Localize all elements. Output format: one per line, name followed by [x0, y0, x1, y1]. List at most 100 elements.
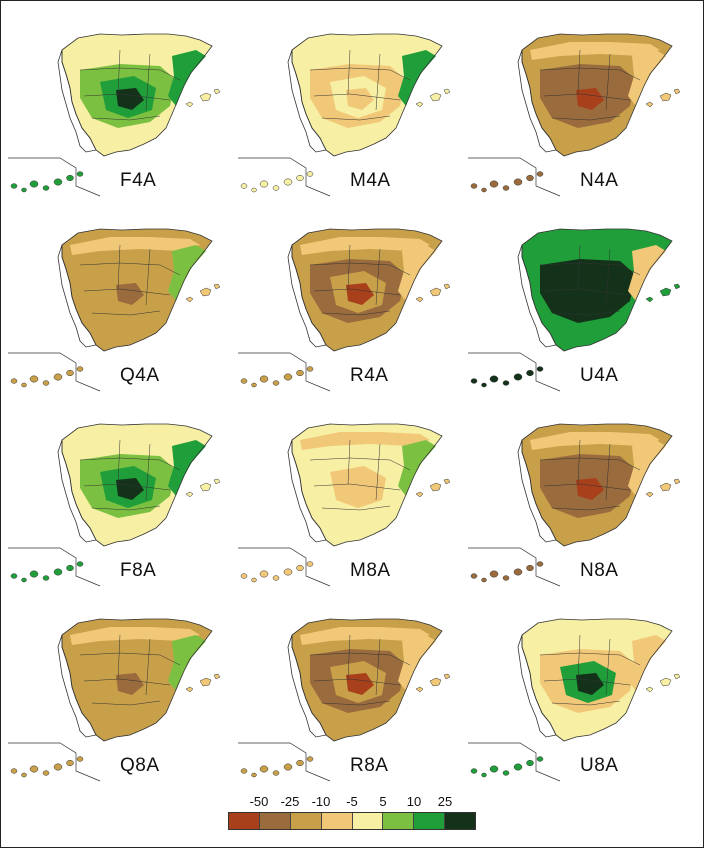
balearic-island: [185, 296, 194, 303]
balearic-island: [673, 88, 681, 95]
basin-boundary: [605, 443, 611, 501]
basin-boundary: [79, 67, 181, 81]
basin-boundary: [551, 700, 621, 706]
balearic-island: [429, 287, 442, 297]
map-panel-label: N8A: [580, 560, 619, 581]
canary-island: [513, 373, 523, 381]
canary-island: [251, 772, 257, 778]
canary-island: [251, 577, 257, 583]
basin-boundary: [577, 439, 581, 485]
balearic-island: [199, 92, 212, 102]
canary-island: [489, 180, 499, 188]
canary-island: [21, 382, 27, 388]
basin-boundary: [321, 310, 391, 316]
canary-island: [272, 575, 280, 581]
country-outline: [287, 439, 327, 543]
map-region: [530, 42, 660, 60]
basin-boundary: [321, 700, 391, 706]
map-panel: F4A: [0, 10, 221, 206]
canary-island: [10, 573, 18, 579]
basin-boundary: [347, 49, 351, 95]
canary-island: [536, 561, 544, 567]
map-panel: U8A: [460, 595, 681, 791]
basin-boundary: [375, 53, 381, 111]
basin-boundary: [313, 288, 401, 296]
canary-island: [502, 575, 510, 581]
map-panel-label: U4A: [580, 365, 619, 386]
iberia-map: [8, 228, 221, 392]
canary-inset-border: [468, 547, 561, 587]
canary-island: [29, 765, 39, 773]
legend-tick-label: 5: [379, 794, 387, 809]
basin-boundary: [117, 634, 121, 680]
map-region: [346, 283, 374, 305]
basin-boundary: [539, 652, 641, 666]
basin-boundary: [375, 443, 381, 501]
canary-inset-border: [8, 157, 101, 197]
map-region: [576, 88, 604, 110]
canary-island: [513, 178, 523, 186]
basin-boundary: [347, 244, 351, 290]
canary-island: [296, 369, 304, 377]
canary-island: [240, 378, 248, 384]
balearic-island: [415, 491, 424, 498]
canary-island: [10, 378, 18, 384]
balearic-island: [645, 686, 654, 693]
balearic-island: [199, 482, 212, 492]
basin-boundary: [79, 457, 181, 471]
basin-boundary: [605, 53, 611, 111]
canary-island: [481, 382, 487, 388]
balearic-island: [429, 677, 442, 687]
basin-boundary: [309, 652, 411, 666]
canary-island: [502, 770, 510, 776]
canary-island: [251, 187, 257, 193]
country-outline: [57, 49, 97, 153]
basin-boundary: [551, 115, 621, 121]
balearic-island: [645, 296, 654, 303]
canary-island: [21, 772, 27, 778]
basin-boundary: [551, 310, 621, 316]
canary-island: [536, 756, 544, 762]
legend-swatch: [414, 813, 446, 829]
balearic-island: [213, 478, 221, 485]
basin-boundary: [117, 49, 121, 95]
canary-inset-border: [468, 352, 561, 392]
map-panel-label: F8A: [120, 560, 157, 581]
country-outline: [287, 49, 327, 153]
iberia-map: [468, 228, 681, 392]
iberia-map: [238, 33, 451, 197]
map-region: [346, 478, 374, 500]
basin-boundary: [83, 483, 171, 491]
map-region: [398, 245, 436, 301]
canary-island: [502, 380, 510, 386]
map-region: [168, 635, 206, 691]
map-region: [346, 88, 374, 110]
canary-island: [53, 763, 63, 771]
basin-boundary: [539, 457, 641, 471]
map-region: [70, 237, 200, 255]
balearic-island: [659, 287, 672, 297]
basin-boundary: [539, 262, 641, 276]
basin-boundary: [91, 115, 161, 121]
basin-boundary: [145, 53, 151, 111]
balearic-island: [443, 673, 451, 680]
canary-island: [296, 759, 304, 767]
map-region: [530, 627, 660, 645]
canary-island: [66, 369, 74, 377]
basin-boundary: [309, 262, 411, 276]
canary-island: [66, 564, 74, 572]
country-outline: [57, 439, 97, 543]
canary-island: [526, 174, 534, 182]
balearic-island: [429, 482, 442, 492]
canary-inset-border: [468, 157, 561, 197]
canary-island: [272, 185, 280, 191]
canary-island: [481, 577, 487, 583]
basin-boundary: [605, 248, 611, 306]
map-region: [346, 673, 374, 695]
legend-swatch: [352, 813, 384, 829]
canary-island: [10, 183, 18, 189]
basin-boundary: [145, 638, 151, 696]
map-region: [116, 283, 144, 305]
legend-tick-label: -5: [346, 794, 358, 809]
canary-island: [29, 375, 39, 383]
